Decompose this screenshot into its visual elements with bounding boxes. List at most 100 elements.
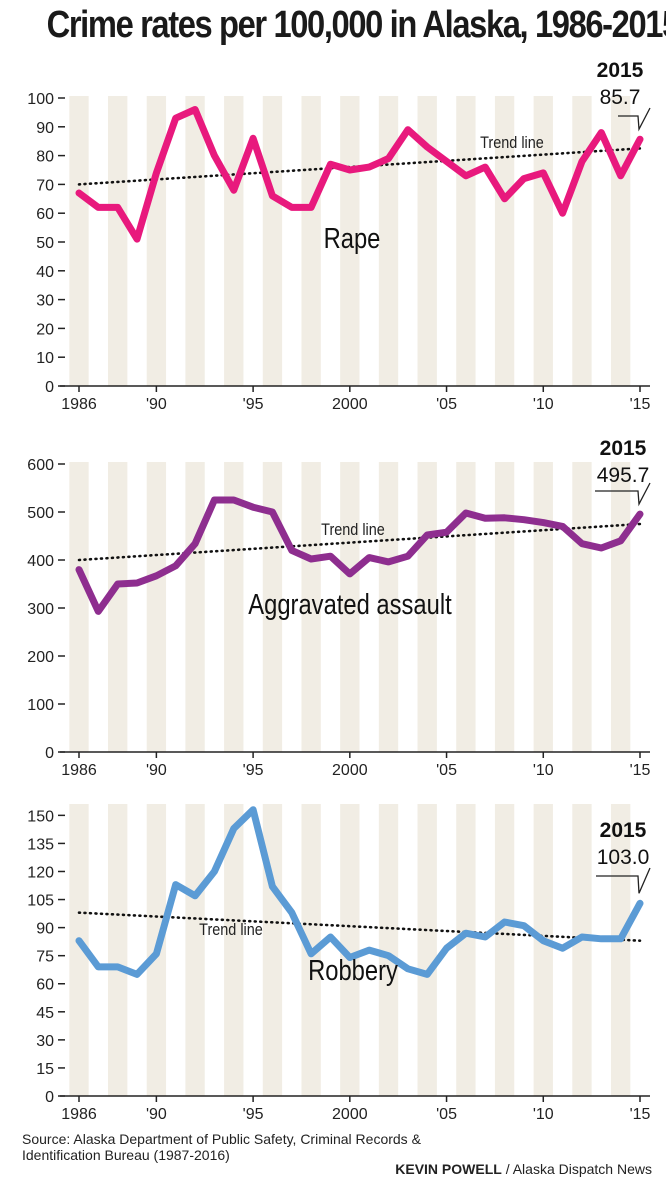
robbery-point-2010 <box>542 940 544 942</box>
rape-y-tick-label: 10 <box>36 350 54 367</box>
rape-point-2010 <box>542 172 544 174</box>
rape-y-tick-label: 20 <box>36 321 54 338</box>
rape-point-2007 <box>484 166 486 168</box>
rape-stripe <box>185 96 205 386</box>
rape-point-2013 <box>600 132 602 134</box>
credit-author: KEVIN POWELL <box>395 1161 502 1177</box>
robbery-stripe <box>610 804 631 1096</box>
robbery-point-2011 <box>562 947 564 949</box>
robbery-point-1986 <box>78 940 80 942</box>
robbery-y-tick-label: 105 <box>27 893 54 910</box>
robbery-point-2009 <box>523 925 525 927</box>
aggravated-assault-point-2001 <box>368 557 370 559</box>
rape-stripe <box>572 96 592 386</box>
robbery-y-tick-label: 135 <box>27 836 54 853</box>
rape-point-2009 <box>523 178 525 180</box>
rape-point-2011 <box>562 212 564 214</box>
rape-y-tick-label: 100 <box>27 91 54 108</box>
aggravated-assault-x-tick-label: '10 <box>533 762 554 779</box>
robbery-point-2001 <box>368 949 370 951</box>
aggravated-assault-y-tick-label: 100 <box>27 697 54 714</box>
rape-stripe <box>301 96 321 386</box>
aggravated-assault-point-1987 <box>97 610 99 612</box>
credit-separator: / <box>501 1161 513 1177</box>
robbery-y-tick-label: 0 <box>45 1089 54 1106</box>
rape-y-tick-label: 90 <box>36 120 54 137</box>
aggravated-assault-stripe <box>224 462 244 752</box>
robbery-point-1999 <box>329 936 331 938</box>
robbery-stripe <box>533 804 553 1096</box>
robbery-point-1991 <box>175 884 177 886</box>
robbery-x-tick-label: '10 <box>533 1106 554 1123</box>
rape-x-tick-label: '90 <box>146 396 167 413</box>
rape-point-1998 <box>310 206 312 208</box>
robbery-point-1995 <box>252 809 254 811</box>
aggravated-assault-point-2013 <box>600 547 602 549</box>
rape-point-1989 <box>136 238 138 240</box>
rape-point-1988 <box>117 206 119 208</box>
rape-trend-label: Trend line <box>480 134 544 152</box>
aggravated-assault-x-tick-label: '95 <box>243 762 264 779</box>
robbery-point-2004 <box>426 973 428 975</box>
rape-stripe <box>456 96 476 386</box>
robbery-callout-year: 2015 <box>600 819 647 842</box>
rape-point-1996 <box>271 195 273 197</box>
robbery-x-tick-label: '15 <box>630 1106 651 1123</box>
robbery-y-tick-label: 15 <box>36 1061 54 1078</box>
aggravated-assault-point-2007 <box>484 517 486 519</box>
rape-x-tick-label: '15 <box>630 396 651 413</box>
rape-callout-value: 85.7 <box>600 86 641 109</box>
robbery-stripe <box>572 804 592 1096</box>
robbery-stripe <box>456 804 476 1096</box>
robbery-trend-label: Trend line <box>199 921 263 939</box>
aggravated-assault-point-2004 <box>426 534 428 536</box>
aggravated-assault-point-2014 <box>620 540 622 542</box>
robbery-stripe <box>340 804 360 1096</box>
aggravated-assault-stripe <box>456 462 476 752</box>
aggravated-assault-point-2012 <box>581 543 583 545</box>
robbery-point-2007 <box>484 936 486 938</box>
aggravated-assault-stripe <box>572 462 592 752</box>
rape-stripe <box>494 96 515 386</box>
rape-point-2003 <box>407 129 409 131</box>
robbery-y-tick-label: 75 <box>36 949 54 966</box>
aggravated-assault-point-1991 <box>175 565 177 567</box>
aggravated-assault-y-tick-label: 500 <box>27 505 54 522</box>
robbery-point-1989 <box>136 973 138 975</box>
rape-point-2004 <box>426 146 428 148</box>
aggravated-assault-series-line <box>75 496 644 615</box>
aggravated-assault-stripe <box>340 462 360 752</box>
rape-stripe <box>378 96 399 386</box>
robbery-point-1988 <box>117 966 119 968</box>
aggravated-assault-y-tick-label: 600 <box>27 457 54 474</box>
rape-chart-label: Rape <box>324 222 381 255</box>
robbery-point-2015 <box>639 902 641 904</box>
aggravated-assault-point-2015 <box>639 513 641 515</box>
credit-publication: Alaska Dispatch News <box>512 1161 652 1177</box>
rape-x-tick-label: 1986 <box>61 396 97 413</box>
rape-point-1994 <box>233 189 235 191</box>
robbery-point-2003 <box>407 968 409 970</box>
rape-x-tick-label: '95 <box>243 396 264 413</box>
aggravated-assault-point-2011 <box>562 525 564 527</box>
aggravated-assault-x-tick-label: '15 <box>630 762 651 779</box>
rape-point-1992 <box>194 109 196 111</box>
robbery-x-tick-label: 2000 <box>332 1106 368 1123</box>
aggravated-assault-stripe <box>69 462 89 752</box>
rape-point-1993 <box>213 155 215 157</box>
aggravated-assault-y-tick-label: 0 <box>45 745 54 762</box>
aggravated-assault-trend-line <box>77 522 642 562</box>
aggravated-assault-point-2006 <box>465 512 467 514</box>
aggravated-assault-callout-value: 495.7 <box>597 464 650 487</box>
aggravated-assault-stripe <box>185 462 205 752</box>
robbery-callout-pointer <box>596 867 651 894</box>
robbery-point-1990 <box>155 953 157 955</box>
rape-stripe <box>146 96 167 386</box>
robbery-point-1987 <box>97 966 99 968</box>
aggravated-assault-point-1997 <box>291 549 293 551</box>
robbery-y-tick-label: 120 <box>27 864 54 881</box>
rape-y-tick-label: 0 <box>45 379 54 396</box>
rape-x-tick-label: '05 <box>436 396 457 413</box>
robbery-callout-value: 103.0 <box>597 846 650 869</box>
